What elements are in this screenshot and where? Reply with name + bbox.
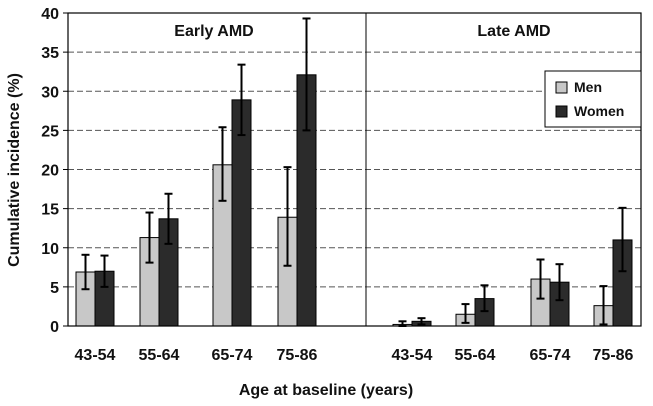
y-tick-label: 15 (41, 202, 59, 219)
y-axis-label: Cumulative incidence (%) (6, 73, 23, 267)
y-tick-label: 5 (50, 280, 59, 297)
y-tick-label: 35 (41, 45, 59, 62)
y-tick-label: 25 (41, 123, 59, 140)
legend-label-men: Men (574, 79, 602, 95)
x-tick-label: 43-54 (75, 347, 116, 364)
legend-swatch-men (555, 81, 568, 94)
y-axis-ticks: 0 5 10 15 20 25 30 35 40 (41, 6, 68, 336)
y-tick-label: 20 (41, 163, 59, 180)
error-bars (81, 17, 627, 327)
legend-swatch-women (555, 105, 568, 118)
y-tick-label: 40 (41, 6, 59, 23)
legend-label-women: Women (574, 103, 624, 119)
x-axis-ticks: 43-54 55-64 65-74 75-86 43-54 55-64 65-74 75-86 (75, 347, 634, 364)
bars (75, 74, 633, 327)
x-tick-label: 43-54 (392, 347, 433, 364)
x-tick-label: 75-86 (277, 347, 318, 364)
y-tick-label: 0 (50, 319, 59, 336)
x-tick-label: 65-74 (212, 347, 253, 364)
x-tick-label: 65-74 (530, 347, 571, 364)
y-tick-label: 30 (41, 84, 59, 101)
x-tick-label: 55-64 (139, 347, 180, 364)
legend-box (544, 70, 642, 128)
panel-title-early: Early AMD (174, 23, 253, 40)
panel-title-late: Late AMD (477, 23, 550, 40)
x-tick-label: 55-64 (455, 347, 496, 364)
x-tick-label: 75-86 (593, 347, 634, 364)
legend: Men Women (544, 70, 642, 128)
x-axis-label: Age at baseline (years) (239, 382, 413, 399)
y-tick-label: 10 (41, 241, 59, 258)
